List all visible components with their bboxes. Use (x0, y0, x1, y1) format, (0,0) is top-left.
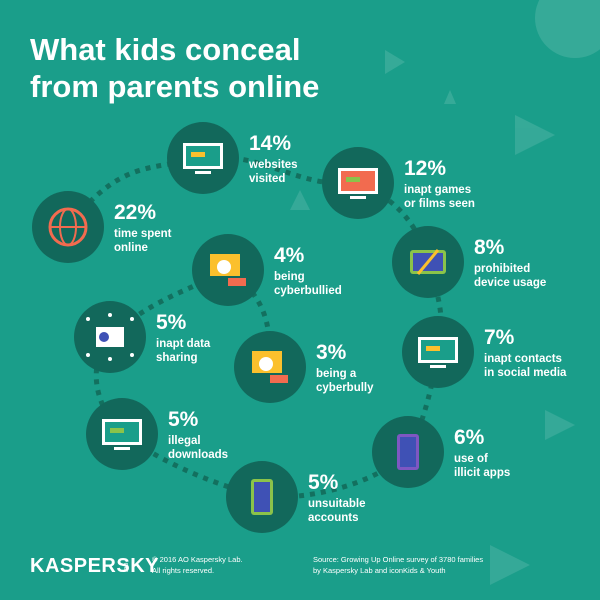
bubble (270, 375, 288, 383)
item-percent: 8% (474, 236, 505, 259)
stand (430, 365, 446, 368)
icon (86, 313, 134, 361)
icon (397, 434, 419, 470)
copyright: © 2016 AO Kaspersky Lab. (152, 555, 243, 564)
content (191, 152, 205, 157)
arrow-dot (108, 313, 112, 317)
item-label: or films seen (404, 198, 475, 210)
screen (400, 437, 416, 467)
item-label: unsuitable (308, 498, 366, 510)
item-percent: 5% (308, 471, 339, 494)
logo: KASPERSKY (30, 555, 159, 577)
decor (290, 0, 600, 585)
arrow-dot (108, 357, 112, 361)
item-percent: 22% (114, 201, 156, 224)
item-label: online (114, 242, 148, 254)
item-label: time spent (114, 228, 172, 240)
avatar (99, 332, 109, 342)
arrow-dot (130, 317, 134, 321)
face (217, 260, 231, 274)
icon (410, 249, 446, 275)
item-label: in social media (484, 367, 567, 379)
item-label: illicit apps (454, 467, 510, 479)
item-label: cyberbullied (274, 285, 342, 297)
icon (418, 337, 458, 368)
item-percent: 5% (168, 408, 199, 431)
icon (338, 168, 378, 199)
icon (251, 479, 273, 515)
item-percent: 5% (156, 311, 187, 334)
arrow-dot (86, 317, 90, 321)
face (259, 357, 273, 371)
item-percent: 3% (316, 341, 347, 364)
item-label: downloads (168, 449, 228, 461)
item-percent: 14% (249, 132, 291, 155)
content (110, 428, 124, 433)
content (346, 177, 360, 182)
logo-suffix: lab (123, 563, 130, 572)
items: 22% time spent online 14% websites visited 12%… (32, 122, 567, 533)
title-line: What kids conceal (30, 32, 300, 67)
item-label: being (274, 271, 305, 283)
item-percent: 7% (484, 326, 515, 349)
item-label: prohibited (474, 263, 530, 275)
item-label: illegal (168, 435, 201, 447)
item-label: inapt data (156, 338, 211, 350)
stand (350, 196, 366, 199)
icon (183, 143, 223, 174)
screen (254, 482, 270, 512)
copyright: All rights reserved. (152, 566, 214, 575)
card (96, 327, 124, 347)
item-label: cyberbully (316, 382, 374, 394)
item-label: websites (248, 159, 298, 171)
item-label: inapt games (404, 184, 471, 196)
item-percent: 6% (454, 426, 485, 449)
icon (102, 419, 142, 450)
arrow-dot (86, 353, 90, 357)
item-label: sharing (156, 352, 198, 364)
item-label: being a (316, 368, 357, 380)
content (426, 346, 440, 351)
item-label: inapt contacts (484, 353, 562, 365)
slash (416, 249, 440, 275)
stand (114, 447, 130, 450)
source: by Kaspersky Lab and iconKids & Youth (313, 566, 446, 575)
title-line: from parents online (30, 69, 319, 104)
item-label: use of (454, 453, 488, 465)
icon (48, 207, 88, 247)
item-label: visited (249, 173, 285, 185)
item-label: device usage (474, 277, 546, 289)
icon (252, 351, 288, 383)
item-label: accounts (308, 512, 359, 524)
stand (195, 171, 211, 174)
icon (210, 254, 246, 286)
source: Source: Growing Up Online survey of 3780… (313, 555, 483, 564)
item-percent: 4% (274, 244, 305, 267)
arrow-dot (130, 353, 134, 357)
item-percent: 12% (404, 157, 446, 180)
bubble (228, 278, 246, 286)
